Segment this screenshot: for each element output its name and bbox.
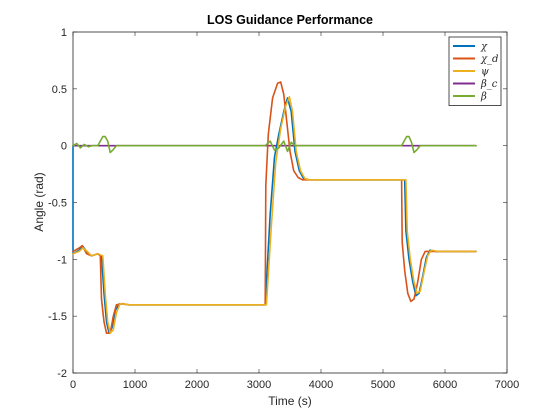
y-tick-label: -2 bbox=[57, 368, 67, 380]
x-tick-label: 4000 bbox=[309, 379, 333, 391]
y-tick-label: 0.5 bbox=[52, 84, 67, 96]
legend-label: χ_d bbox=[480, 54, 498, 65]
chart-title: LOS Guidance Performance bbox=[207, 13, 373, 27]
y-tick-label: -1 bbox=[57, 254, 67, 266]
legend-label: ψ bbox=[481, 67, 489, 78]
x-tick-label: 0 bbox=[70, 379, 76, 391]
y-tick-label: 0 bbox=[61, 141, 67, 153]
series-line-1 bbox=[72, 81, 477, 334]
legend: χχ_d ψβ_c β bbox=[448, 36, 502, 106]
x-tick-label: 5000 bbox=[371, 379, 395, 391]
data-series bbox=[72, 81, 477, 334]
x-tick-label: 1000 bbox=[123, 379, 147, 391]
x-tick-label: 7000 bbox=[495, 379, 519, 391]
legend-label: χ bbox=[480, 42, 488, 53]
series-line-4 bbox=[72, 135, 477, 154]
y-tick-label: 1 bbox=[61, 27, 67, 39]
series-line-2 bbox=[72, 96, 477, 334]
x-tick-label: 2000 bbox=[185, 379, 209, 391]
legend-label: β_c bbox=[480, 79, 498, 90]
axis-ticks: 0 1000 2000 3000 4000 5000 6000 7000 -2 -1.5 -1 -0.… bbox=[48, 27, 519, 391]
x-tick-label: 3000 bbox=[247, 379, 271, 391]
x-axis-label: Time (s) bbox=[268, 394, 312, 408]
legend-label: β bbox=[480, 92, 487, 103]
y-axis-label: Angle (rad) bbox=[32, 172, 46, 231]
y-tick-label: -1.5 bbox=[48, 311, 67, 323]
plot-area bbox=[72, 31, 508, 374]
x-tick-label: 6000 bbox=[433, 379, 457, 391]
y-tick-label: -0.5 bbox=[48, 198, 67, 210]
